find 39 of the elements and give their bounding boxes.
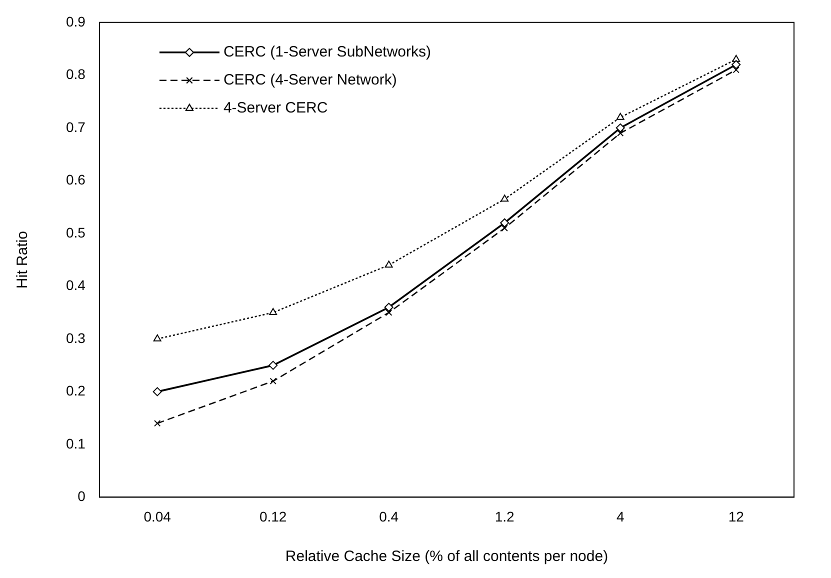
point — [384, 260, 393, 268]
point — [500, 194, 509, 202]
y-tick-label: 0.2 — [66, 382, 86, 399]
y-tick-label: 0.9 — [66, 13, 86, 30]
point — [732, 54, 740, 62]
y-tick-label: 0.1 — [66, 435, 86, 452]
x-tick-label: 4 — [616, 508, 624, 524]
point — [500, 218, 510, 228]
point — [152, 387, 162, 396]
point — [732, 60, 741, 70]
x-tick-label: 12 — [728, 508, 744, 524]
legend-label: CERC (1-Server SubNetworks) — [223, 44, 432, 61]
y-tick-label: 0.8 — [66, 66, 86, 82]
y-axis-title: Hit Ratio — [14, 231, 32, 289]
x-tick-label: 0.12 — [259, 508, 287, 524]
y-tick-label: 0.6 — [66, 172, 86, 188]
point — [616, 123, 625, 132]
legend-label: CERC (4-Server Network) — [223, 72, 397, 89]
y-tick-label: 0.5 — [66, 224, 86, 240]
y-tick-label: 0 — [78, 488, 86, 504]
point — [270, 378, 276, 384]
x-axis-title: Relative Cache Size (% of all contents per node) — [285, 548, 608, 566]
point — [386, 309, 392, 316]
legend-label: 4-Server CERC — [223, 100, 328, 117]
point — [153, 334, 162, 342]
point — [154, 420, 161, 427]
point — [269, 308, 278, 316]
point — [384, 302, 394, 312]
point — [617, 130, 624, 137]
x-tick-label: 0.4 — [379, 508, 399, 524]
x-tick-label: 1.2 — [494, 508, 515, 524]
y-tick-label: 0.7 — [66, 118, 86, 135]
point — [732, 66, 740, 74]
point — [501, 224, 508, 232]
point — [616, 112, 624, 120]
x-tick-label: 0.04 — [144, 508, 172, 524]
y-tick-label: 0.3 — [66, 330, 86, 346]
y-tick-label: 0.4 — [66, 277, 86, 294]
point — [268, 360, 278, 370]
